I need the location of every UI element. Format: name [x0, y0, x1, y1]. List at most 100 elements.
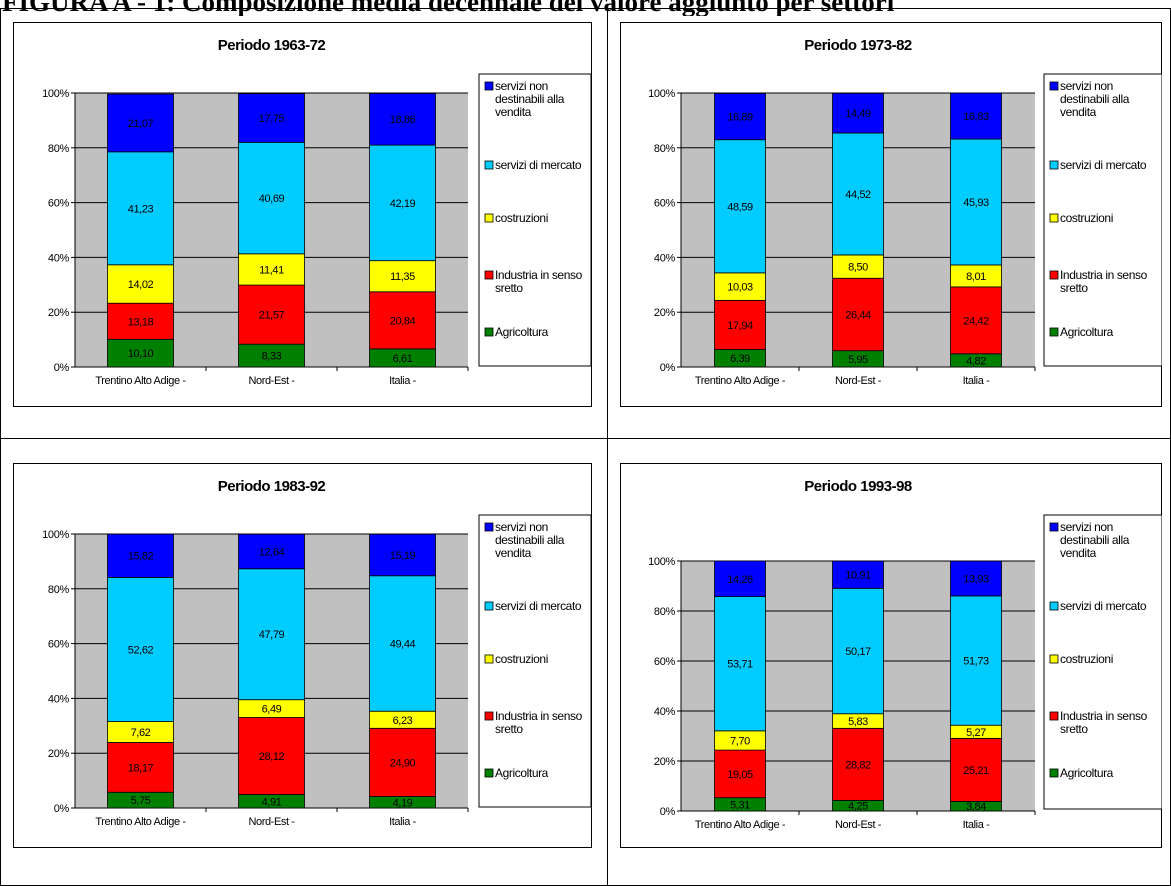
chart-1983-92-data-label: 49,44: [390, 638, 416, 650]
grid-divider-horizontal: [0, 438, 1171, 439]
chart-svg-1963-72: Periodo 1963-72 0% 20% 40% 60% 80% 100% 10,10 13…: [13, 22, 592, 407]
chart-1963-72-bar-segment: [238, 284, 305, 345]
chart-1973-82-data-label: 16,89: [727, 112, 753, 124]
chart-1963-72-bar-segment: [238, 141, 305, 255]
chart-1973-82: Periodo 1973-82 0% 20% 40% 60% 80% 100% 6,39 17,…: [620, 22, 1162, 407]
chart-1993-98-legend-swatch: [1049, 654, 1059, 664]
chart-1973-82-data-label: 14,49: [845, 108, 871, 120]
chart-1983-92-bar-segment: [238, 533, 305, 570]
chart-1993-98-bar-segment: [832, 727, 884, 801]
chart-1963-72-data-label: 41,23: [128, 203, 154, 215]
chart-1983-92-legend-label: Agricoltura: [495, 766, 549, 780]
chart-1993-98-bar-segment: [950, 560, 1002, 597]
chart-1973-82-data-label: 8,50: [848, 262, 868, 274]
chart-1973-82-data-label: 26,44: [845, 309, 871, 321]
chart-1983-92-legend-swatch: [484, 601, 494, 611]
chart-1963-72-bar-segment: [369, 260, 436, 293]
chart-1963-72-title: Periodo 1963-72: [218, 37, 326, 54]
chart-1973-82-data-label: 44,52: [845, 189, 871, 201]
chart-1983-92-y-tick-label: 100%: [42, 529, 69, 541]
chart-1993-98-data-label: 19,05: [727, 769, 753, 781]
chart-1973-82-data-label: 45,93: [963, 197, 989, 209]
chart-1993-98-legend-swatch: [1049, 522, 1059, 532]
chart-1993-98-bar-segment: [950, 595, 1002, 726]
chart-1983-92-y-tick-label: 20%: [48, 748, 70, 760]
chart-1963-72-data-label: 17,75: [259, 113, 285, 125]
chart-1963-72-bar-segment: [107, 302, 174, 340]
chart-1973-82-x-tick-label: Nord-Est -: [835, 375, 882, 387]
chart-1963-72-data-label: 11,41: [259, 264, 284, 276]
chart-1973-82-y-tick-label: 0%: [660, 362, 676, 374]
chart-1963-72-data-label: 11,35: [390, 271, 415, 283]
chart-1993-98-y-tick-label: 80%: [654, 606, 676, 618]
chart-1963-72-data-label: 21,57: [259, 310, 285, 322]
chart-svg-1983-92: Periodo 1983-92 0% 20% 40% 60% 80% 100% 5,75 18,…: [13, 463, 592, 848]
chart-1983-92-data-label: 6,49: [262, 704, 282, 716]
chart-1993-98-data-label: 14,26: [727, 574, 753, 586]
chart-1973-82-x-tick-label: Italia -: [963, 375, 990, 387]
chart-1983-92-y-tick-label: 0%: [54, 803, 70, 815]
chart-1983-92-legend-label: servizi non destinabili alla vendita: [495, 520, 565, 560]
chart-1983-92-bar-segment: [369, 727, 436, 797]
chart-1993-98-x-tick-label: Trentino Alto Adige -: [695, 819, 786, 831]
chart-1993-98-data-label: 5,31: [730, 799, 750, 811]
chart-1973-82-legend-label: servizi di mercato: [1060, 158, 1147, 172]
chart-1963-72-legend-label: Industria in senso sretto: [495, 268, 583, 295]
chart-1983-92-x-tick-label: Italia -: [389, 816, 416, 828]
chart-1993-98-data-label: 50,17: [845, 646, 871, 658]
chart-1963-72-legend-swatch: [484, 160, 494, 170]
chart-1983-92-data-label: 24,90: [390, 757, 416, 769]
chart-1983-92-bar-segment: [369, 575, 436, 712]
chart-1973-82-legend-label: servizi non destinabili alla vendita: [1060, 79, 1130, 119]
chart-1993-98-legend-label: servizi non destinabili alla vendita: [1060, 520, 1130, 560]
chart-1983-92-legend-swatch: [484, 711, 494, 721]
chart-1983-92-legend: [478, 514, 592, 808]
chart-1963-72-legend-swatch: [484, 327, 494, 337]
chart-1973-82-legend-swatch: [1049, 327, 1059, 337]
chart-1963-72-legend-label: servizi non destinabili alla vendita: [495, 79, 565, 119]
chart-1993-98-bar-segment: [714, 596, 766, 732]
chart-1973-82-data-label: 5,95: [848, 354, 868, 366]
chart-1993-98-data-label: 5,27: [966, 727, 986, 739]
chart-1963-72-y-tick-label: 20%: [48, 307, 70, 319]
chart-1993-98-data-label: 7,70: [730, 735, 750, 747]
grid-divider-vertical: [607, 8, 608, 886]
chart-1973-82-legend-label: Agricoltura: [1060, 325, 1114, 339]
chart-1963-72-x-tick-label: Trentino Alto Adige -: [95, 375, 186, 387]
chart-1963-72-legend-label: Agricoltura: [495, 325, 549, 339]
chart-1983-92-data-label: 6,23: [393, 715, 413, 727]
chart-1973-82-data-label: 10,03: [727, 282, 753, 294]
chart-1963-72-legend-swatch: [484, 213, 494, 223]
chart-1993-98-legend-label: costruzioni: [1060, 652, 1113, 666]
chart-1993-98-data-label: 25,21: [963, 765, 989, 777]
chart-1993-98-data-label: 5,83: [848, 716, 868, 728]
chart-1993-98-bar-segment: [832, 587, 884, 715]
chart-1963-72-data-label: 20,84: [390, 315, 416, 327]
chart-1983-92-data-label: 4,19: [393, 797, 413, 809]
chart-1973-82-x-tick-label: Trentino Alto Adige -: [695, 375, 786, 387]
chart-1963-72-legend-label: costruzioni: [495, 211, 548, 225]
chart-1983-92-title: Periodo 1983-92: [218, 478, 326, 495]
chart-1973-82-y-tick-label: 40%: [654, 252, 676, 264]
chart-1983-92-x-tick-label: Trentino Alto Adige -: [95, 816, 186, 828]
chart-1963-72-data-label: 8,33: [262, 351, 282, 363]
chart-1993-98-y-tick-label: 40%: [654, 706, 676, 718]
chart-1983-92-y-tick-label: 60%: [48, 639, 70, 651]
chart-1963-72-bar-segment: [369, 93, 436, 146]
chart-1983-92-data-label: 4,91: [262, 796, 282, 808]
chart-1973-82-bar-segment: [832, 132, 884, 256]
chart-1973-82-data-label: 8,01: [966, 271, 986, 283]
chart-1963-72-legend-label: servizi di mercato: [495, 158, 582, 172]
chart-1983-92-x-tick-label: Nord-Est -: [248, 816, 295, 828]
chart-1963-72-y-tick-label: 40%: [48, 252, 70, 264]
chart-1963-72-bar-segment: [107, 151, 174, 266]
chart-1983-92-data-label: 12,64: [259, 546, 285, 558]
chart-1973-82-y-tick-label: 20%: [654, 307, 676, 319]
chart-1973-82-title: Periodo 1973-82: [804, 37, 912, 54]
chart-1963-72-bar-segment: [107, 93, 174, 153]
chart-1993-98-legend-label: servizi di mercato: [1060, 599, 1147, 613]
chart-1993-98-data-label: 10,91: [845, 570, 871, 582]
chart-1993-98-bar-segment: [832, 560, 884, 589]
chart-1983-92-bar-segment: [107, 533, 174, 578]
chart-1993-98-data-label: 3,84: [966, 801, 986, 813]
